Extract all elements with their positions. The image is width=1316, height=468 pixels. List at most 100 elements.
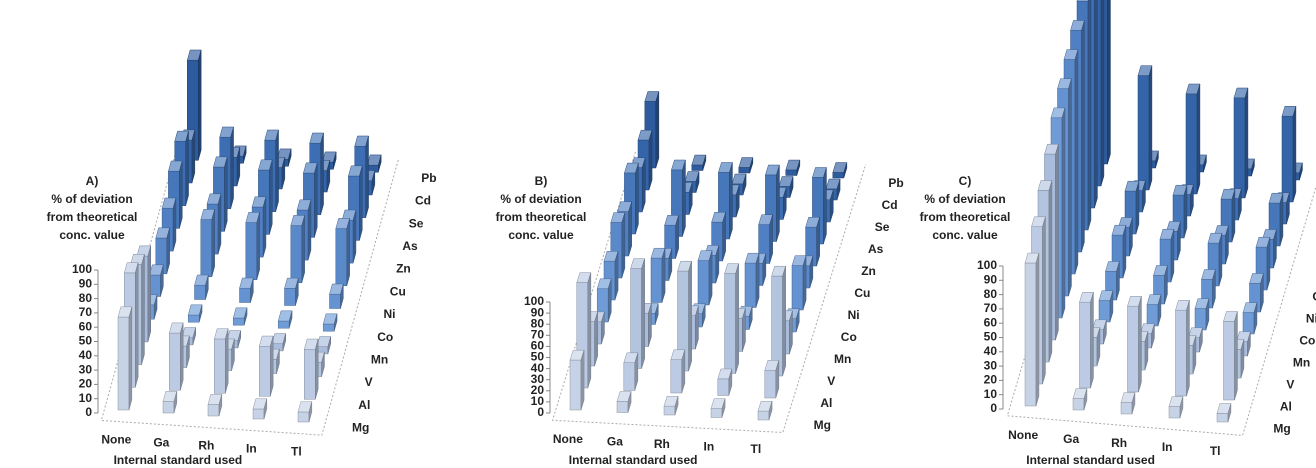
x-tick-label: Tl — [291, 445, 302, 459]
depth-label: Cu — [1312, 289, 1316, 303]
bar-side — [1131, 392, 1136, 415]
bar — [258, 335, 274, 397]
bar-side — [594, 311, 598, 367]
bar-side — [789, 310, 793, 355]
y-tick-label: 40 — [984, 344, 998, 358]
y-tick-label: 20 — [531, 383, 545, 397]
chart-title: B) — [535, 174, 548, 188]
bar-front — [162, 401, 175, 414]
bar — [1120, 392, 1136, 415]
bar-side — [1157, 294, 1162, 327]
bar-side — [769, 214, 773, 264]
bar-side — [166, 227, 170, 274]
bar-side — [147, 245, 151, 342]
bar-side — [1142, 180, 1146, 213]
bar-side — [198, 304, 203, 323]
bar — [691, 154, 707, 171]
depth-label: V — [1286, 377, 1294, 391]
bar-side — [1244, 87, 1249, 199]
bar-side — [230, 126, 234, 209]
bar — [187, 304, 203, 323]
bar — [1201, 269, 1216, 309]
bar-side — [340, 283, 344, 309]
bar — [1137, 65, 1153, 191]
bar-side — [843, 162, 848, 179]
bar-top — [1076, 0, 1089, 2]
depth-label: Al — [820, 396, 832, 410]
bar — [1079, 292, 1094, 389]
bar-front — [1127, 305, 1139, 393]
y-tick-label: 50 — [531, 350, 545, 364]
depth-label: Pb — [888, 176, 903, 190]
bar — [213, 328, 229, 394]
bar — [805, 217, 820, 267]
depth-label: Mg — [352, 421, 369, 435]
bar — [791, 255, 807, 311]
bar-side — [674, 396, 679, 416]
bar-side — [211, 209, 215, 277]
bar-front — [663, 405, 676, 416]
bar — [785, 159, 801, 176]
bar-front — [670, 359, 683, 394]
bar-side — [742, 173, 747, 196]
y-tick-label: 100 — [524, 294, 544, 308]
bar-side — [762, 253, 767, 286]
bar-side — [269, 159, 273, 235]
bar-front — [1024, 262, 1037, 407]
bar — [1216, 403, 1232, 423]
bar — [650, 247, 666, 303]
x-tick-label: Rh — [198, 439, 214, 453]
bar-side — [281, 157, 286, 190]
bar-front — [214, 338, 226, 394]
bar-side — [1247, 331, 1251, 357]
bar-side — [263, 398, 268, 420]
bar — [1207, 232, 1223, 287]
bar-side — [243, 307, 248, 326]
bar-side — [288, 148, 292, 167]
depth-label: Al — [1280, 399, 1292, 413]
bar-side — [607, 278, 612, 323]
bar-side — [1081, 20, 1085, 253]
bar-side — [1155, 150, 1159, 169]
bar-side — [587, 272, 592, 389]
depth-label: As — [402, 239, 418, 253]
y-axis-label: conc. value — [932, 228, 998, 242]
bar — [329, 283, 344, 309]
bar-side — [295, 278, 299, 306]
depth-label: Ni — [848, 308, 860, 322]
x-tick-label: None — [553, 432, 583, 446]
bar-side — [655, 91, 660, 169]
y-tick-label: 30 — [531, 372, 545, 386]
bar-side — [1260, 273, 1264, 313]
bar-side — [371, 170, 376, 196]
bar — [738, 157, 754, 174]
bar-front — [717, 378, 730, 396]
bar-front — [329, 293, 341, 309]
bar — [1127, 296, 1142, 393]
depth-label: Co — [841, 330, 857, 344]
bar-side — [205, 274, 209, 300]
bar-side — [320, 132, 324, 215]
y-tick-label: 80 — [531, 316, 545, 330]
bar-side — [276, 349, 280, 374]
y-tick-label: 90 — [79, 276, 93, 290]
bar-side — [191, 129, 196, 184]
bar-side — [1177, 221, 1181, 261]
y-tick-label: 10 — [79, 391, 93, 405]
bar-side — [601, 311, 605, 345]
bar-side — [359, 165, 363, 241]
bar-side — [346, 218, 350, 286]
bar-side — [231, 338, 235, 371]
bar-side — [218, 394, 223, 417]
y-tick-label: 30 — [79, 362, 93, 376]
depth-label: V — [827, 374, 835, 388]
bar-side — [1299, 162, 1303, 181]
depth-label: Pb — [421, 171, 436, 185]
bar-side — [135, 262, 139, 388]
bar-side — [682, 159, 686, 237]
bar-side — [1055, 144, 1059, 341]
bar — [1268, 192, 1284, 247]
bar-side — [1103, 319, 1107, 345]
bar — [569, 349, 585, 411]
x-axis-label: Internal standard used — [1026, 453, 1155, 467]
